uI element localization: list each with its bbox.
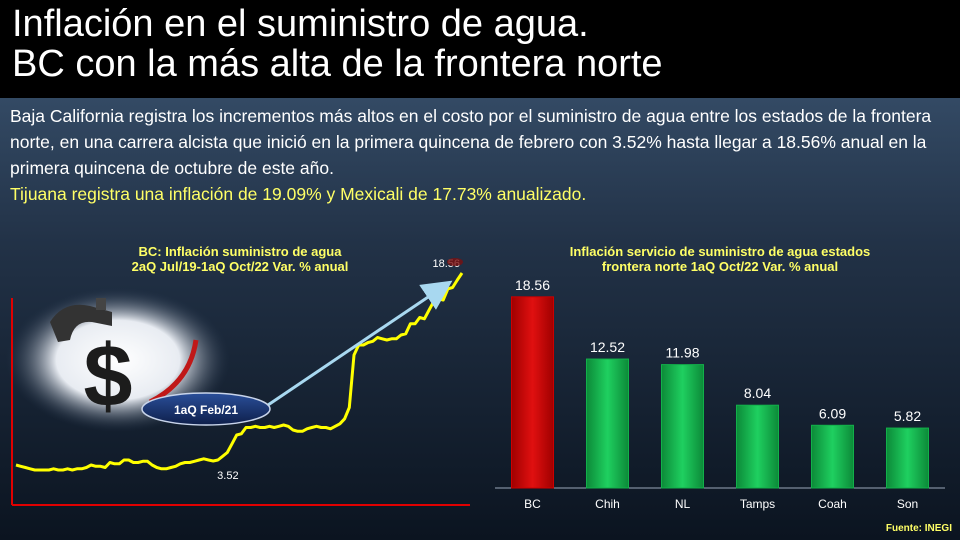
bar-category-label-nl: NL [675,497,691,511]
description-highlight: Tijuana registra una inflación de 19.09%… [10,184,587,204]
bar-value-label-chih: 12.52 [590,339,625,355]
bar-value-label-son: 5.82 [894,408,921,424]
bar-category-label-chih: Chih [595,497,620,511]
page-title-line-1: Inflación en el suministro de agua. [12,3,589,45]
decor-dot [447,258,463,266]
bar-chih [586,358,629,489]
bar-chart: 18.56 BC 12.52 Chih 11.98 NL 8.04 Tamps 6.09 Coah… [511,277,929,511]
bar-coah [811,424,854,489]
bar-category-label-bc: BC [524,497,541,511]
dollar-sign-icon: $ [84,326,133,425]
bar-son [886,427,929,489]
bar-category-label-coah: Coah [818,497,847,511]
source-note: Fuente: INEGI [885,523,952,534]
bar-nl [661,364,704,489]
line-chart-subtitle: 2aQ Jul/19-1aQ Oct/22 Var. % anual [131,259,349,274]
bar-value-label-bc: 18.56 [515,277,550,293]
bar-value-label-coah: 6.09 [819,405,846,421]
line-chart-title: BC: Inflación suministro de agua [138,244,342,259]
callout-label: 1aQ Feb/21 [174,403,238,417]
line-chart-title-block: BC: Inflación suministro de agua 2aQ Jul… [70,244,410,274]
title-bar: Inflación en el suministro de agua. BC c… [0,0,960,98]
description: Baja California registra los incrementos… [10,103,955,207]
bar-value-label-nl: 11.98 [666,345,700,361]
callout-bubble [141,392,271,426]
description-text: Baja California registra los incrementos… [10,106,932,178]
bar-chart-title-block: Inflación servicio de suministro de agua… [500,244,940,274]
bar-value-label-tamps: 8.04 [744,385,771,401]
page-title-line-2: BC con la más alta de la frontera norte [12,43,663,85]
bar-chart-title: Inflación servicio de suministro de agua… [569,244,871,259]
bar-category-label-son: Son [897,497,918,511]
bar-tamps [736,404,779,489]
bar-bc [511,296,554,489]
line-series-bc [15,272,464,472]
bar-category-label-tamps: Tamps [740,497,775,511]
start-value-label: 3.52 [217,470,238,482]
trend-arrow [267,280,453,407]
bar-chart-subtitle: frontera norte 1aQ Oct/22 Var. % anual [601,259,839,274]
